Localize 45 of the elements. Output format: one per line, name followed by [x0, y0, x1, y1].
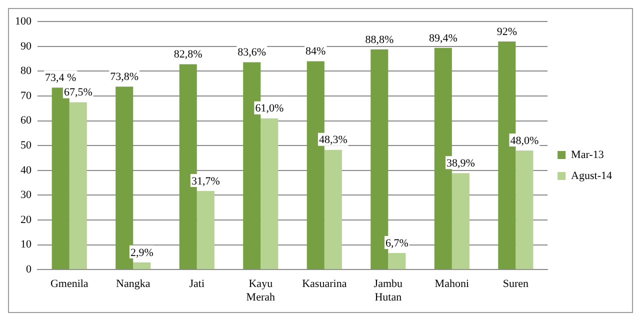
y-tick-label: 90 [20, 40, 32, 52]
data-label: 92% [496, 26, 517, 38]
y-tick-label: 60 [20, 114, 32, 127]
legend-label: Mar-13 [571, 148, 604, 161]
x-tick-label: Jati [189, 278, 205, 290]
x-tick-label: Kayu Merah [246, 278, 276, 304]
bar [452, 173, 470, 270]
x-tick-label: Gmenila [50, 278, 88, 290]
bar [133, 262, 151, 270]
y-tick-label: 50 [20, 139, 32, 152]
legend-label: Agust-14 [571, 170, 612, 182]
x-tick-label: Suren [502, 278, 530, 290]
bar [324, 150, 342, 270]
data-label: 38,9% [446, 158, 475, 170]
x-tick-label: Jambu Hutan [374, 278, 404, 304]
data-label: 73,8% [110, 70, 139, 83]
bar [516, 150, 534, 270]
data-label: 82,8% [174, 48, 202, 61]
data-label: 2,9% [130, 246, 154, 259]
bar [196, 190, 214, 270]
data-label: 48,0% [510, 134, 539, 147]
data-label: 48,3% [318, 134, 348, 146]
bar [388, 252, 406, 270]
x-tick-label: Mahoni [434, 278, 470, 290]
data-label: 61,0% [255, 102, 284, 115]
y-tick-label: 10 [20, 238, 32, 251]
y-tick-label: 80 [20, 65, 32, 78]
y-tick-label: 70 [20, 90, 32, 102]
x-tick-label: Nangka [116, 278, 150, 290]
data-label: 31,7% [191, 175, 220, 188]
data-label: 83,6% [238, 46, 266, 59]
data-label: 73,4 % [45, 72, 76, 84]
data-label: 89,4% [428, 32, 458, 44]
data-label: 6,7% [385, 237, 408, 250]
bar [69, 102, 87, 270]
data-label: 88,8% [365, 34, 394, 46]
y-tick-label: 100 [15, 15, 32, 28]
y-tick-label: 0 [26, 263, 32, 276]
y-tick-label: 30 [20, 189, 32, 202]
y-tick-label: 20 [20, 214, 32, 226]
data-label: 67,5% [64, 86, 92, 99]
y-tick-label: 40 [20, 164, 32, 176]
bar [260, 118, 278, 270]
x-tick-label: Kasuarina [302, 278, 347, 290]
data-label: 84% [306, 46, 326, 58]
